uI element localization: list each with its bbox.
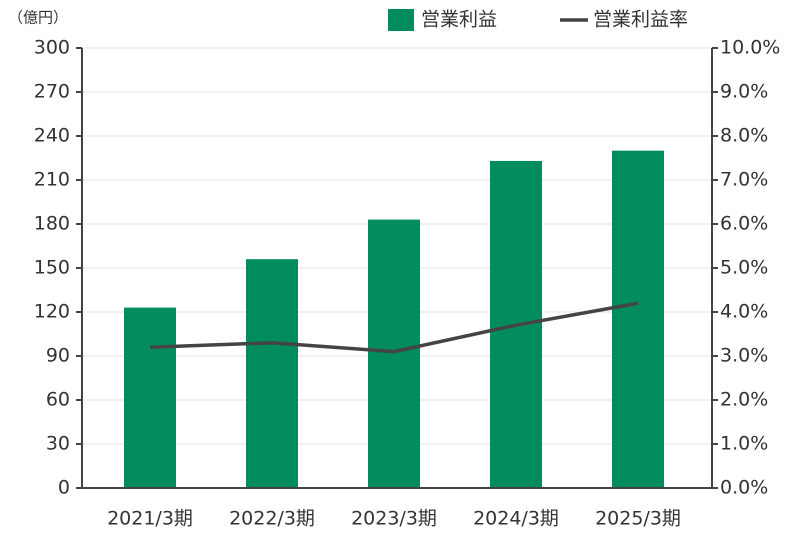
y2-tick-label: 9.0% — [720, 81, 768, 103]
x-tick-label: 2025/3期 — [595, 508, 681, 530]
y2-tick-label: 6.0% — [720, 213, 768, 235]
y-tick-label: 90 — [46, 345, 70, 367]
y-tick-label: 300 — [34, 37, 70, 59]
y-tick-label: 180 — [34, 213, 70, 235]
y-tick-label: 210 — [34, 169, 70, 191]
y-tick-label: 120 — [34, 301, 70, 323]
legend-label: 営業利益率 — [593, 9, 688, 31]
legend-swatch — [388, 9, 414, 31]
y-tick-label: 240 — [34, 125, 70, 147]
y-tick-label: 150 — [34, 257, 70, 279]
y2-tick-label: 1.0% — [720, 433, 768, 455]
y2-tick-label: 2.0% — [720, 389, 768, 411]
y2-tick-label: 3.0% — [720, 345, 768, 367]
y-tick-label: 60 — [46, 389, 70, 411]
y-tick-label: 30 — [46, 433, 70, 455]
y2-tick-label: 8.0% — [720, 125, 768, 147]
x-tick-label: 2021/3期 — [107, 508, 193, 530]
y-tick-label: 270 — [34, 81, 70, 103]
y2-tick-label: 4.0% — [720, 301, 768, 323]
bar — [124, 307, 176, 488]
legend-label: 営業利益 — [421, 9, 497, 31]
y2-tick-label: 0.0% — [720, 477, 768, 499]
x-tick-label: 2024/3期 — [473, 508, 559, 530]
x-tick-label: 2022/3期 — [229, 508, 315, 530]
bar — [368, 219, 420, 488]
y-tick-label: 0 — [58, 477, 70, 499]
bar — [612, 150, 664, 488]
x-tick-label: 2023/3期 — [351, 508, 437, 530]
y2-tick-label: 7.0% — [720, 169, 768, 191]
y2-tick-label: 5.0% — [720, 257, 768, 279]
line — [149, 301, 639, 354]
y-axis-label: （億円） — [8, 9, 68, 27]
y2-tick-label: 10.0% — [720, 37, 780, 59]
bar — [246, 259, 298, 488]
